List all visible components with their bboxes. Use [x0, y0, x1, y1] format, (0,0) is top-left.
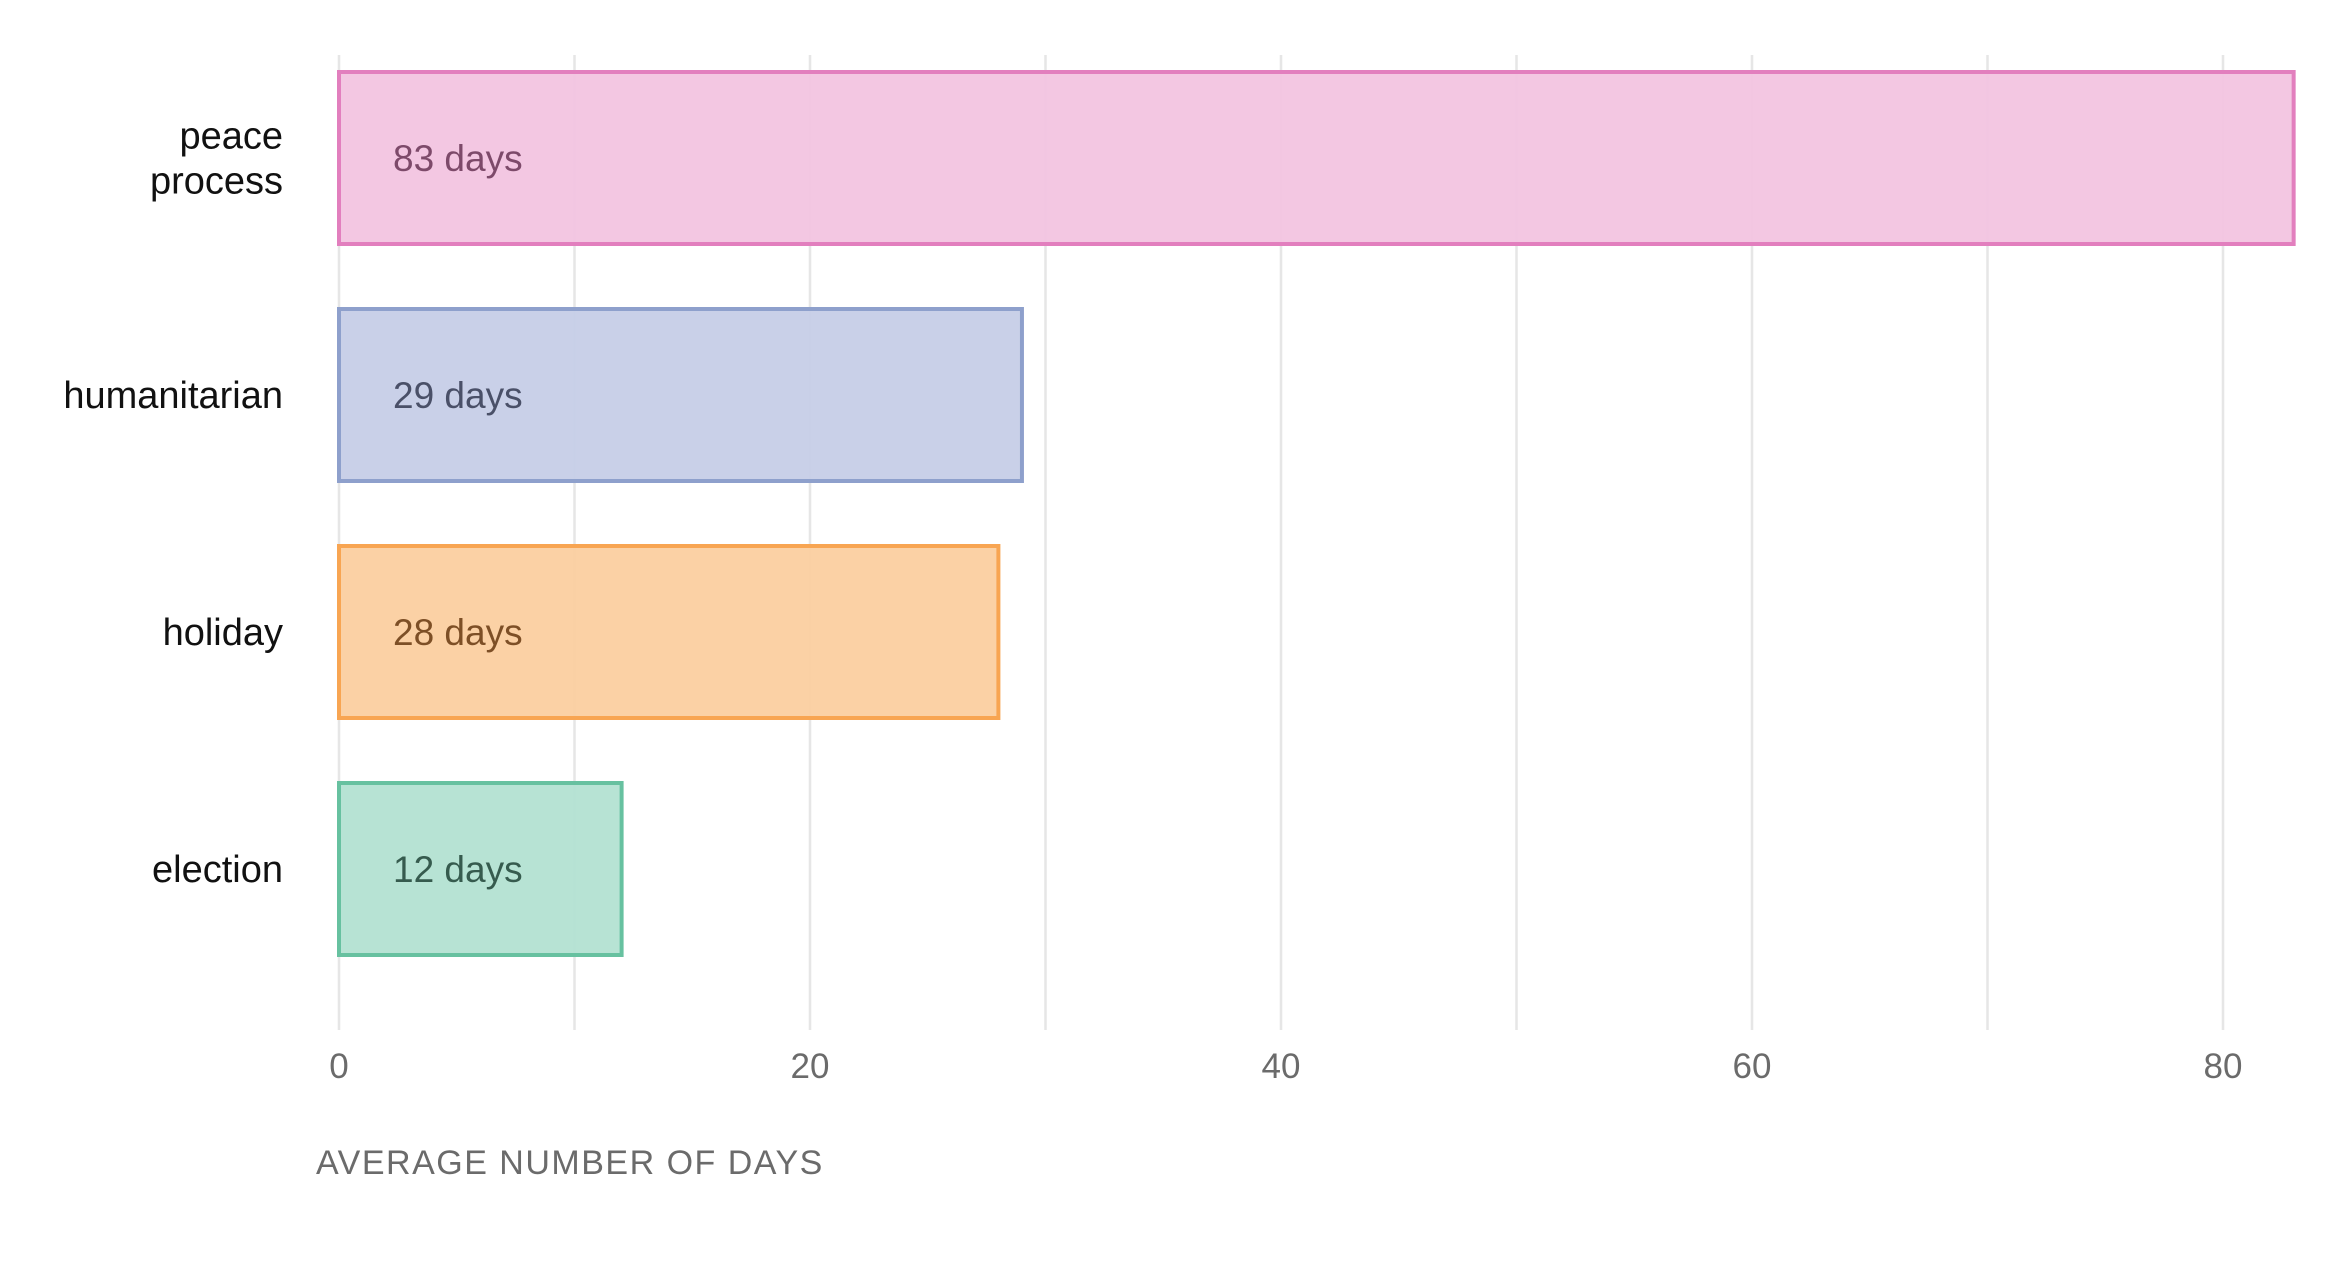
bars — [337, 70, 2296, 957]
x-tick-label: 80 — [2204, 1047, 2243, 1086]
bar-election — [337, 781, 624, 957]
category-labels: peace process humanitarian holiday election — [63, 116, 283, 892]
category-label-line: process — [150, 161, 283, 203]
data-labels: 83 days 29 days 28 days 12 days — [393, 138, 523, 890]
x-tick-label: 60 — [1733, 1047, 1772, 1086]
data-label: 29 days — [393, 375, 523, 416]
data-label: 83 days — [393, 138, 523, 179]
category-label-line: holiday — [163, 612, 283, 654]
category-label-line: humanitarian — [63, 375, 283, 417]
category-label-line: election — [152, 849, 283, 891]
category-label: holiday — [163, 612, 283, 654]
x-tick-label: 40 — [1262, 1047, 1301, 1086]
x-tick-labels: 0 20 40 60 80 — [329, 1047, 2242, 1086]
bar-peace-process — [337, 70, 2296, 246]
x-tick-label: 0 — [329, 1047, 348, 1086]
data-label: 12 days — [393, 849, 523, 890]
category-label: humanitarian — [63, 375, 283, 417]
x-axis-title: AVERAGE NUMBER OF DAYS — [316, 1144, 824, 1182]
category-label-line: peace — [179, 116, 283, 158]
bar-holiday — [337, 544, 1001, 720]
x-tick-label: 20 — [791, 1047, 830, 1086]
category-label: peace process — [150, 116, 283, 203]
category-label: election — [152, 849, 283, 891]
data-label: 28 days — [393, 612, 523, 653]
bar-humanitarian — [337, 307, 1024, 483]
